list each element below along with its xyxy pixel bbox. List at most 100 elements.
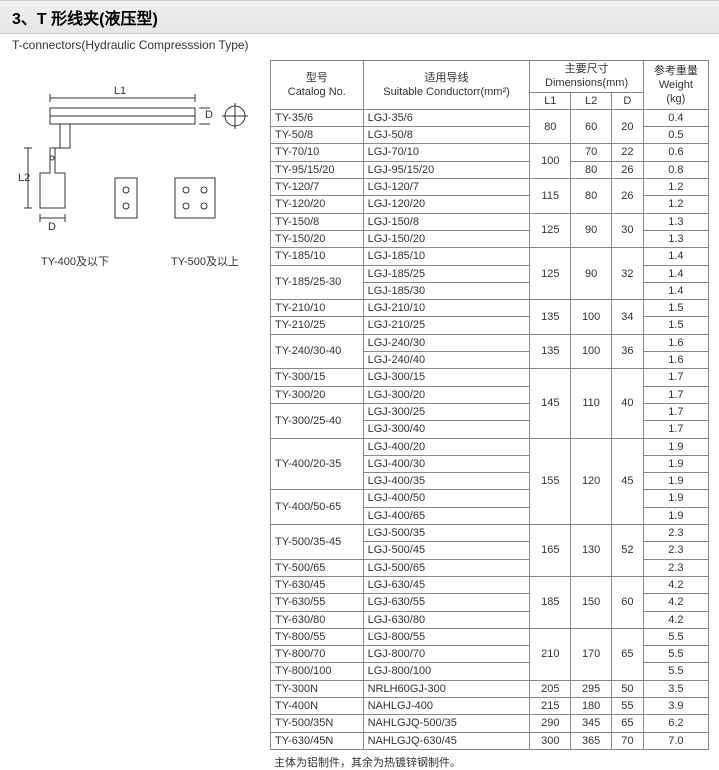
- table-row: TY-185/10LGJ-185/1012590321.4: [271, 248, 709, 265]
- cell-weight: 1.7: [643, 386, 708, 403]
- cell-weight: 2.3: [643, 542, 708, 559]
- cell-weight: 2.3: [643, 559, 708, 576]
- cell-d: 32: [612, 248, 644, 300]
- cell-weight: 4.2: [643, 611, 708, 628]
- cell-conductor: LGJ-120/7: [363, 179, 530, 196]
- cell-l2: 90: [571, 213, 612, 248]
- table-row: TY-500/65LGJ-500/652.3: [271, 559, 709, 576]
- cell-d: 65: [612, 628, 644, 680]
- cell-d: 55: [612, 697, 644, 714]
- table-row: TY-240/30-40LGJ-240/30135100361.6: [271, 334, 709, 351]
- cell-conductor: LGJ-185/25: [363, 265, 530, 282]
- cell-catalog: TY-500/65: [271, 559, 364, 576]
- cell-l2: 295: [571, 680, 612, 697]
- cell-conductor: LGJ-630/45: [363, 576, 530, 593]
- cell-l1: 165: [530, 525, 571, 577]
- cell-d: 60: [612, 576, 644, 628]
- cell-weight: 1.6: [643, 352, 708, 369]
- table-row: TY-50/8LGJ-50/80.5: [271, 127, 709, 144]
- cell-catalog: TY-300/20: [271, 386, 364, 403]
- cell-d: 52: [612, 525, 644, 577]
- table-row: TY-150/20LGJ-150/20 1.3: [271, 230, 709, 247]
- dim-d-top: D: [205, 109, 213, 121]
- cell-weight: 2.3: [643, 525, 708, 542]
- cell-weight: 1.7: [643, 403, 708, 420]
- cell-conductor: LGJ-500/45: [363, 542, 530, 559]
- cell-conductor: LGJ-95/15/20: [363, 161, 530, 178]
- cell-weight: 0.6: [643, 144, 708, 161]
- cell-l1: 135: [530, 334, 571, 369]
- cell-l1: 185: [530, 576, 571, 628]
- cell-catalog: TY-95/15/20: [271, 161, 364, 178]
- cell-conductor: LGJ-300/25: [363, 403, 530, 420]
- cell-catalog: TY-150/20: [271, 230, 364, 247]
- cell-l2: 345: [571, 715, 612, 732]
- cell-d: 34: [612, 300, 644, 335]
- table-row: TY-210/25LGJ-210/251.5: [271, 317, 709, 334]
- cell-catalog: TY-400N: [271, 697, 364, 714]
- cell-conductor: LGJ-800/55: [363, 628, 530, 645]
- table-row: TY-210/10LGJ-210/10135100341.5: [271, 300, 709, 317]
- cell-weight: 4.2: [643, 576, 708, 593]
- cell-conductor: LGJ-50/8: [363, 127, 530, 144]
- table-row: TY-70/10LGJ-70/1010070220.6: [271, 144, 709, 161]
- section-title-bar: 3、T 形线夹(液压型): [0, 0, 719, 34]
- cell-conductor: NRLH60GJ-300: [363, 680, 530, 697]
- cell-weight: 7.0: [643, 732, 708, 749]
- cell-l2: 120: [571, 438, 612, 524]
- table-row: TY-95/15/20LGJ-95/15/2080260.8: [271, 161, 709, 178]
- cell-weight: 4.2: [643, 594, 708, 611]
- cell-l1: 300: [530, 732, 571, 749]
- table-row: TY-300/25-40LGJ-300/251.7: [271, 403, 709, 420]
- cell-catalog: TY-185/10: [271, 248, 364, 265]
- cell-l1: 135: [530, 300, 571, 335]
- cell-weight: 0.4: [643, 109, 708, 126]
- cell-weight: 1.5: [643, 317, 708, 334]
- cell-conductor: LGJ-400/30: [363, 455, 530, 472]
- cell-l1: 290: [530, 715, 571, 732]
- cell-l2: 150: [571, 576, 612, 628]
- cell-weight: 1.7: [643, 421, 708, 438]
- cell-catalog: TY-800/70: [271, 646, 364, 663]
- cell-d: 30: [612, 213, 644, 248]
- cell-catalog: TY-300N: [271, 680, 364, 697]
- cell-conductor: LGJ-800/70: [363, 646, 530, 663]
- cell-d: 70: [612, 732, 644, 749]
- th-l2: L2: [571, 92, 612, 109]
- cell-conductor: LGJ-150/20: [363, 230, 530, 247]
- table-row: TY-800/55LGJ-800/55210170655.5: [271, 628, 709, 645]
- cell-l1: 215: [530, 697, 571, 714]
- dim-l2: L2: [18, 172, 30, 184]
- table-row: TY-800/100LGJ-800/1005.5: [271, 663, 709, 680]
- cell-weight: 1.7: [643, 369, 708, 386]
- cell-conductor: LGJ-300/20: [363, 386, 530, 403]
- cell-conductor: LGJ-400/35: [363, 473, 530, 490]
- cell-conductor: LGJ-70/10: [363, 144, 530, 161]
- cell-weight: 6.2: [643, 715, 708, 732]
- table-row: TY-630/45NNAHLGJQ-630/45300365707.0: [271, 732, 709, 749]
- cell-l2: 100: [571, 300, 612, 335]
- cell-weight: 1.9: [643, 473, 708, 490]
- cell-l1: 145: [530, 369, 571, 438]
- cell-l1: 155: [530, 438, 571, 524]
- cell-d: 65: [612, 715, 644, 732]
- cell-conductor: LGJ-240/40: [363, 352, 530, 369]
- table-row: TY-300/20LGJ-300/20 1.7: [271, 386, 709, 403]
- cell-conductor: LGJ-300/40: [363, 421, 530, 438]
- cell-d: 26: [612, 179, 644, 214]
- cell-catalog: TY-800/100: [271, 663, 364, 680]
- cell-weight: 3.9: [643, 697, 708, 714]
- table-row: TY-185/25-30LGJ-185/251.4: [271, 265, 709, 282]
- cell-conductor: LGJ-185/10: [363, 248, 530, 265]
- table-column: 型号 Catalog No. 适用导线 Suitable Conductorr(…: [270, 60, 709, 770]
- cell-conductor: LGJ-400/65: [363, 507, 530, 524]
- cell-l2: 180: [571, 697, 612, 714]
- spec-table: 型号 Catalog No. 适用导线 Suitable Conductorr(…: [270, 60, 709, 750]
- table-row: TY-630/55LGJ-630/554.2: [271, 594, 709, 611]
- cell-l1: 80: [530, 109, 571, 144]
- cell-l2: 365: [571, 732, 612, 749]
- table-row: TY-120/20LGJ-120/201.2: [271, 196, 709, 213]
- cell-weight: 1.3: [643, 230, 708, 247]
- table-row: TY-35/6LGJ-35/68060200.4: [271, 109, 709, 126]
- cell-l2: 80: [571, 179, 612, 214]
